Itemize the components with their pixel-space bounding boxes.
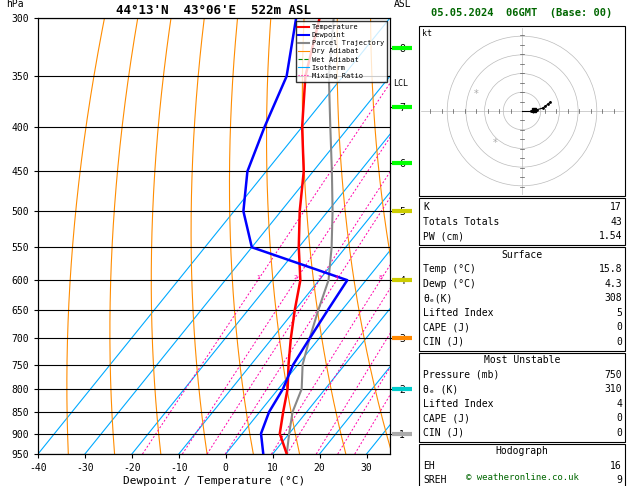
Text: SREH: SREH: [423, 475, 447, 485]
Bar: [419, 353, 625, 442]
Text: LCL: LCL: [394, 79, 408, 87]
Bar: [419, 444, 625, 486]
Text: Pressure (mb): Pressure (mb): [423, 370, 499, 380]
Text: 1.54: 1.54: [599, 231, 622, 241]
Text: 4.3: 4.3: [604, 279, 622, 289]
Text: 15.8: 15.8: [599, 264, 622, 274]
Text: © weatheronline.co.uk: © weatheronline.co.uk: [465, 473, 579, 482]
Text: 4: 4: [335, 275, 338, 280]
Text: Surface: Surface: [501, 250, 543, 260]
Text: 310: 310: [604, 384, 622, 394]
Text: hPa: hPa: [6, 0, 24, 9]
Text: Lifted Index: Lifted Index: [423, 308, 494, 318]
Text: 4: 4: [616, 399, 622, 409]
Text: K: K: [423, 202, 429, 212]
Text: CAPE (J): CAPE (J): [423, 413, 470, 423]
Text: Hodograph: Hodograph: [496, 446, 548, 456]
Text: 16: 16: [610, 461, 622, 471]
Text: 750: 750: [604, 370, 622, 380]
Text: 43: 43: [610, 217, 622, 227]
Text: 9: 9: [616, 475, 622, 485]
Text: Most Unstable: Most Unstable: [484, 355, 560, 365]
Text: θₑ(K): θₑ(K): [423, 293, 452, 303]
Text: kt: kt: [422, 29, 432, 38]
Bar: [419, 247, 625, 351]
Text: CAPE (J): CAPE (J): [423, 322, 470, 332]
Text: 05.05.2024  06GMT  (Base: 00): 05.05.2024 06GMT (Base: 00): [431, 8, 613, 18]
Text: 0: 0: [616, 428, 622, 438]
Title: 44°13'N  43°06'E  522m ASL: 44°13'N 43°06'E 522m ASL: [116, 4, 311, 17]
Text: Temp (°C): Temp (°C): [423, 264, 476, 274]
Text: 0: 0: [616, 413, 622, 423]
Bar: [419, 198, 625, 245]
Text: 2: 2: [294, 275, 298, 280]
Text: 17: 17: [610, 202, 622, 212]
Bar: [419, 26, 625, 196]
Text: *: *: [493, 138, 498, 148]
Text: 8: 8: [379, 275, 382, 280]
Text: Lifted Index: Lifted Index: [423, 399, 494, 409]
Text: PW (cm): PW (cm): [423, 231, 464, 241]
Text: km
ASL: km ASL: [394, 0, 411, 9]
Text: 1: 1: [256, 275, 260, 280]
Text: *: *: [474, 89, 479, 99]
Text: 308: 308: [604, 293, 622, 303]
Text: EH: EH: [423, 461, 435, 471]
Text: CIN (J): CIN (J): [423, 337, 464, 347]
X-axis label: Dewpoint / Temperature (°C): Dewpoint / Temperature (°C): [123, 476, 305, 486]
Legend: Temperature, Dewpoint, Parcel Trajectory, Dry Adiabat, Wet Adiabat, Isotherm, Mi: Temperature, Dewpoint, Parcel Trajectory…: [296, 21, 387, 82]
Text: 3: 3: [318, 275, 321, 280]
Text: θₑ (K): θₑ (K): [423, 384, 459, 394]
Text: 0: 0: [616, 322, 622, 332]
Text: Dewp (°C): Dewp (°C): [423, 279, 476, 289]
Text: 0: 0: [616, 337, 622, 347]
Text: Totals Totals: Totals Totals: [423, 217, 499, 227]
Text: 5: 5: [616, 308, 622, 318]
Text: CIN (J): CIN (J): [423, 428, 464, 438]
